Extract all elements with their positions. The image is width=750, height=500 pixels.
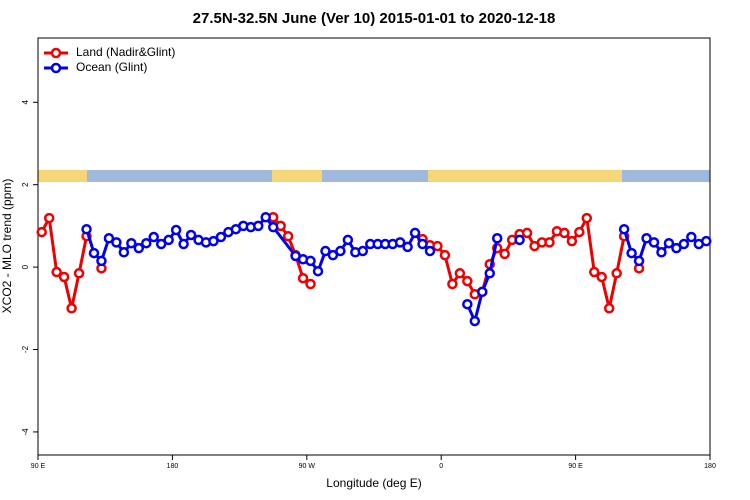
legend-marker: [50, 62, 62, 74]
data-point: [342, 234, 354, 246]
land-strip: [272, 170, 322, 182]
data-point: [260, 211, 271, 223]
data-point: [170, 224, 182, 236]
data-point: [126, 237, 137, 249]
x-tick-label: 90 E: [568, 463, 583, 470]
data-point: [417, 238, 428, 250]
data-point: [499, 248, 510, 260]
data-point: [477, 286, 488, 298]
data-point: [66, 303, 77, 314]
land-strip: [38, 170, 87, 182]
data-point: [118, 247, 130, 258]
data-point: [566, 235, 578, 247]
data-point: [81, 223, 92, 235]
data-point: [305, 278, 316, 290]
plot-frame: [37, 37, 711, 456]
data-point: [462, 298, 473, 310]
land-ocean-strip: [38, 170, 710, 182]
data-point: [618, 223, 630, 235]
data-point: [641, 233, 652, 244]
data-point: [656, 247, 667, 258]
data-point: [58, 271, 70, 283]
data-point: [454, 268, 466, 279]
data-point: [327, 249, 339, 261]
x-tick-label: 90 W: [299, 463, 316, 470]
data-point: [96, 255, 107, 267]
data-point: [596, 271, 607, 283]
data-point: [462, 275, 473, 287]
data-point: [215, 231, 227, 243]
data-point: [394, 237, 406, 248]
legend-marker: [50, 47, 62, 59]
data-point: [574, 226, 585, 238]
data-point: [178, 238, 189, 250]
data-point: [148, 231, 159, 243]
data-point: [111, 237, 122, 248]
data-point: [544, 237, 555, 248]
data-point: [447, 278, 458, 290]
data-point: [611, 268, 622, 279]
data-point: [514, 234, 525, 246]
data-point: [671, 242, 682, 254]
data-point: [335, 245, 346, 257]
y-tick-label: 2: [21, 182, 30, 187]
data-point: [701, 235, 712, 247]
data-point: [432, 240, 443, 252]
data-point: [633, 255, 645, 267]
data-point: [305, 255, 316, 267]
data-point: [253, 220, 264, 232]
data-point: [282, 230, 294, 242]
y-axis-label: XCO2 - MLO trend (ppm): [0, 179, 14, 314]
x-tick-label: 180: [704, 463, 716, 470]
data-point: [409, 227, 421, 239]
x-tick-label: 90 E: [31, 463, 46, 470]
data-point: [589, 266, 600, 278]
data-point: [439, 249, 451, 261]
data-point: [297, 272, 309, 284]
data-point: [320, 245, 331, 257]
data-point: [155, 238, 167, 250]
data-point: [103, 233, 115, 244]
data-point: [88, 247, 100, 259]
x-axis-label: Longitude (deg E): [326, 476, 421, 490]
y-tick-label: 4: [21, 100, 30, 105]
data-point: [663, 237, 675, 249]
data-point: [626, 247, 637, 259]
chart-title: 27.5N-32.5N June (Ver 10) 2015-01-01 to …: [193, 10, 556, 27]
data-point: [648, 237, 660, 248]
data-point: [163, 234, 174, 246]
x-tick-label: 180: [167, 463, 179, 470]
legend-label: Ocean (Glint): [76, 60, 147, 74]
data-point: [267, 221, 279, 233]
data-point: [185, 229, 197, 241]
land-strip: [428, 170, 622, 182]
y-tick-label: -2: [21, 345, 30, 353]
data-point: [141, 237, 152, 249]
data-point: [603, 303, 615, 314]
data-point: [678, 238, 690, 250]
data-point: [43, 212, 55, 224]
legend-label: Land (Nadir&Glint): [76, 45, 175, 59]
data-point: [484, 268, 495, 279]
data-point: [402, 241, 413, 253]
data-point: [208, 235, 219, 247]
data-point: [51, 266, 62, 278]
x-tick-label: 0: [439, 463, 443, 470]
data-point: [581, 212, 593, 224]
data-point: [469, 315, 481, 327]
y-tick-label: -4: [21, 428, 30, 436]
data-point: [424, 245, 436, 257]
data-point: [73, 268, 85, 279]
data-point: [133, 242, 145, 254]
series-line: [40, 216, 89, 310]
data-point: [36, 226, 47, 238]
data-point: [357, 245, 369, 257]
data-point: [491, 233, 503, 244]
data-point: [312, 265, 324, 277]
data-point: [521, 227, 533, 239]
data-point: [686, 231, 697, 243]
data-point: [559, 227, 570, 239]
y-tick-label: 0: [21, 264, 30, 269]
